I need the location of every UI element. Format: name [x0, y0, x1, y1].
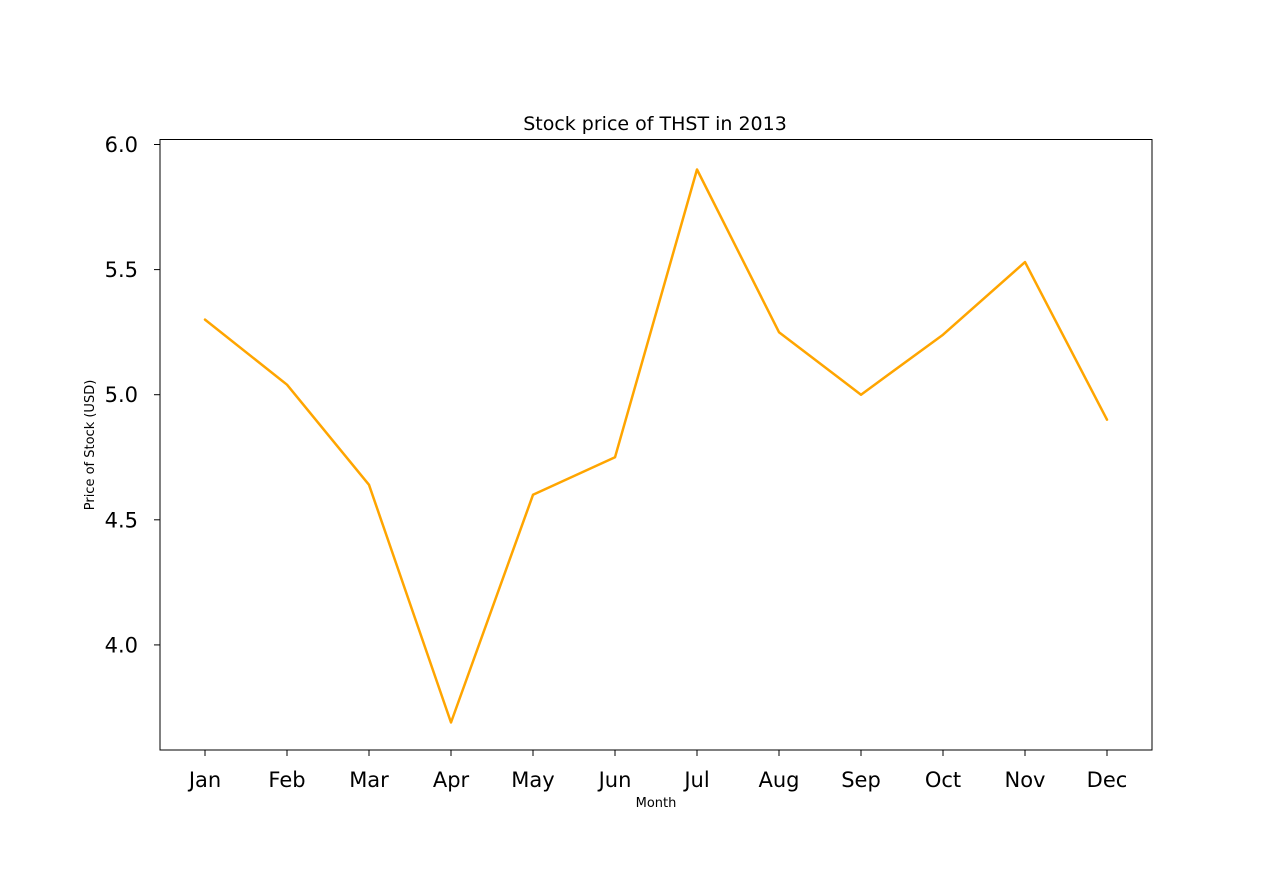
x-tick-label: May [511, 768, 554, 792]
x-tick-label: Oct [925, 768, 961, 792]
x-tick-label: Aug [758, 768, 799, 792]
x-axis-label: Month [636, 796, 677, 811]
y-tick-label: 4.0 [105, 633, 138, 657]
y-tick-label: 6.0 [105, 133, 138, 157]
x-tick-label: Jun [597, 768, 632, 792]
x-tick-label: Mar [349, 768, 389, 792]
plot-frame [159, 139, 1153, 751]
y-tick-label: 5.0 [105, 383, 138, 407]
y-axis-label: Price of Stock (USD) [83, 380, 98, 511]
x-tick-label: Dec [1087, 768, 1128, 792]
x-tick-label: Apr [433, 768, 470, 792]
y-tick-label: 4.5 [105, 508, 138, 532]
x-tick-label: Jul [682, 768, 709, 792]
x-axis: Jan Feb Mar Apr May Jun Jul Aug Sep Oct Nov Dec [187, 750, 1128, 792]
x-tick-label: Jan [187, 768, 221, 792]
y-axis: 4.0 4.5 5.0 5.5 6.0 [105, 133, 160, 657]
x-tick-label: Feb [268, 768, 305, 792]
series-line-0 [203, 168, 1109, 724]
x-tick-label: Sep [841, 768, 881, 792]
x-tick-label: Nov [1005, 768, 1046, 792]
series-group [203, 168, 1109, 724]
y-tick-label: 5.5 [105, 258, 138, 282]
chart-title: Stock price of THST in 2013 [523, 113, 787, 135]
